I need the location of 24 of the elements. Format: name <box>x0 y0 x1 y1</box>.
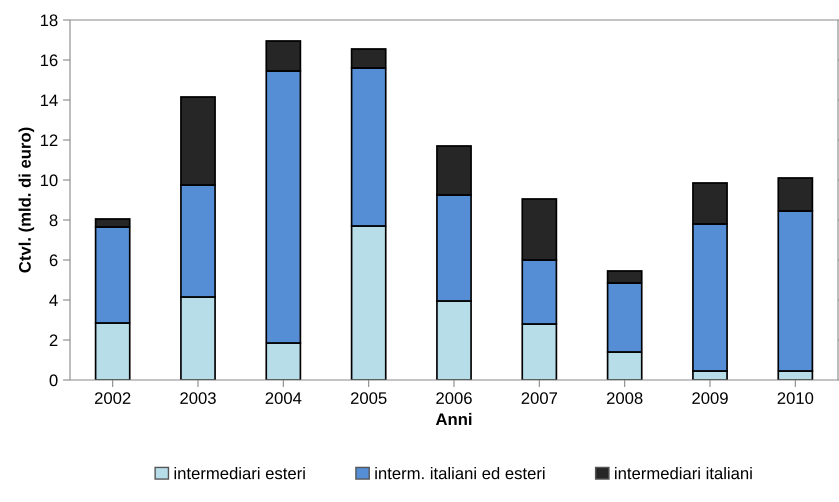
x-tick-label: 2007 <box>522 392 558 404</box>
y-tick-label: 2 <box>50 334 58 346</box>
x-tick-label: 2010 <box>778 392 814 404</box>
y-tick-label: 16 <box>40 54 58 66</box>
y-tick-label: 4 <box>49 294 58 306</box>
legend-label: interm. italiani ed esteri <box>375 467 544 480</box>
x-tick-label: 2005 <box>350 392 387 404</box>
y-tick-label: 18 <box>40 14 58 26</box>
x-tick-label: 2004 <box>266 392 302 404</box>
x-tick-label: 2002 <box>94 392 130 404</box>
x-tick-label: 2009 <box>692 392 728 404</box>
y-tick-label: 14 <box>40 94 58 106</box>
x-axis-title: Anni <box>436 412 472 425</box>
y-axis-title: Ctvl. (mld. di euro) <box>18 128 34 272</box>
legend-label: intermediari italiani <box>615 467 752 480</box>
x-tick-label: 2008 <box>606 392 642 404</box>
y-tick-label: 6 <box>50 254 58 266</box>
y-tick-label: 10 <box>40 174 58 186</box>
y-tick-label: 8 <box>50 214 58 226</box>
legend-label: intermediari esteri <box>174 467 305 480</box>
y-tick-label: 12 <box>40 134 58 146</box>
x-tick-label: 2003 <box>180 392 216 404</box>
x-tick-label: 2006 <box>436 392 472 404</box>
y-tick-label: 0 <box>50 374 58 386</box>
